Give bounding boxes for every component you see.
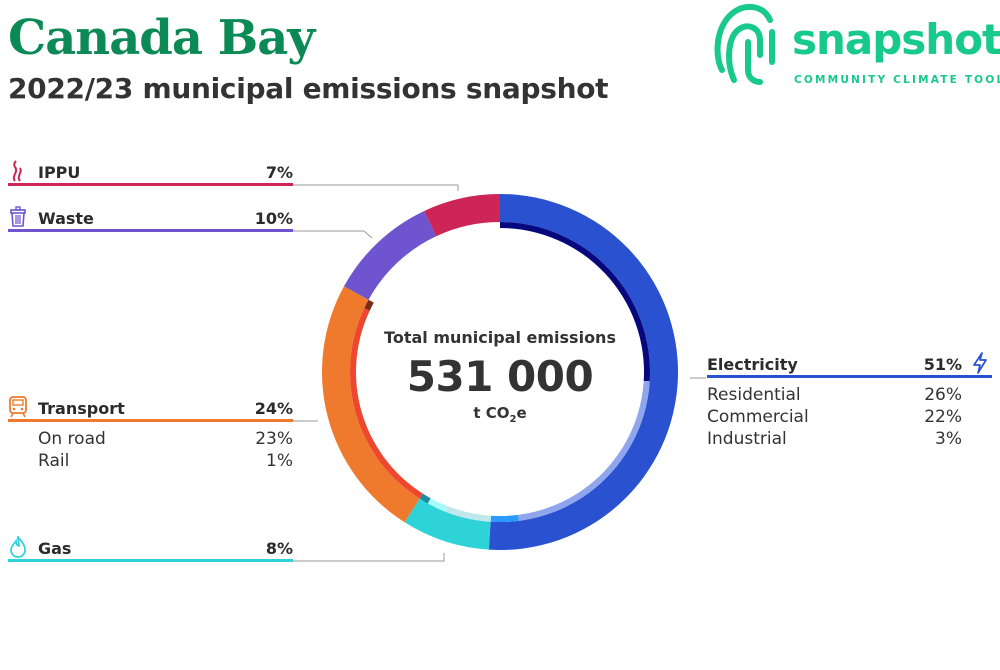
legend-residential-label: Residential	[707, 385, 801, 405]
donut-segments	[322, 194, 679, 550]
page-title: Canada Bay	[8, 10, 315, 66]
legend-electricity: Electricity 51%	[707, 352, 992, 378]
subsegment-gas-commercial	[427, 498, 447, 512]
subsegment-transport-rail	[364, 299, 374, 311]
leader-lines	[293, 184, 706, 562]
segment-waste	[344, 210, 437, 300]
legend-transport-value: 24%	[254, 399, 293, 418]
bin-icon	[10, 206, 26, 227]
legend-electricity-rule	[707, 375, 992, 378]
legend-waste-label: Waste	[38, 209, 94, 228]
legend-residential-value: 26%	[924, 385, 962, 405]
legend-gas-label: Gas	[38, 539, 72, 558]
legend-electricity-commercial: Commercial 22%	[707, 407, 962, 429]
legend-ippu: IPPU 7%	[8, 160, 293, 186]
legend-on-road-label: On road	[38, 429, 106, 449]
legend-ippu-label: IPPU	[38, 163, 81, 182]
legend-waste-rule	[8, 229, 293, 232]
subsegment-electricity-commercial	[518, 381, 650, 521]
legend-electricity-label: Electricity	[707, 355, 798, 374]
legend-commercial-value: 22%	[924, 407, 962, 427]
logo-tagline: COMMUNITY CLIMATE TOOL	[794, 74, 1000, 86]
leader-line-gas	[293, 553, 445, 562]
legend-gas: Gas 8%	[8, 536, 293, 562]
smoke-icon	[12, 160, 22, 182]
unit-prefix: t CO	[473, 404, 510, 422]
legend-transport-label: Transport	[38, 399, 125, 418]
legend-industrial-label: Industrial	[707, 429, 787, 449]
center-total-value: 531 000	[406, 352, 594, 401]
subsegment-electricity-industrial	[490, 514, 519, 522]
legend-waste: Waste 10%	[8, 206, 293, 232]
legend-on-road-value: 23%	[255, 429, 293, 449]
segment-ippu	[424, 194, 500, 237]
segment-electricity	[488, 194, 679, 550]
legend-transport-on-road: On road 23%	[8, 429, 293, 451]
center-unit: t CO2e	[370, 404, 630, 425]
legend-commercial-label: Commercial	[707, 407, 809, 427]
leader-line-ippu	[293, 184, 459, 191]
legend-industrial-value: 3%	[935, 429, 962, 449]
page-subtitle: 2022/23 municipal emissions snapshot	[8, 72, 609, 105]
legend-electricity-value: 51%	[923, 355, 962, 374]
logo-wordmark: snapshot	[792, 15, 1000, 64]
legend-ippu-value: 7%	[265, 163, 293, 182]
leader-line-waste	[293, 230, 373, 239]
unit-subscript: 2	[509, 414, 517, 425]
unit-suffix: e	[516, 404, 527, 422]
center-title: Total municipal emissions	[384, 328, 616, 347]
legend-rail-value: 1%	[266, 451, 293, 471]
legend-waste-value: 10%	[254, 209, 293, 228]
legend-transport: Transport 24%	[8, 396, 293, 422]
flame-icon	[10, 536, 26, 558]
legend-gas-value: 8%	[265, 539, 293, 558]
legend-transport-rule	[8, 419, 293, 422]
legend-ippu-rule	[8, 183, 293, 186]
legend-transport-rail: Rail 1%	[8, 451, 293, 473]
subsegment-gas-industrial	[419, 493, 431, 504]
snapshot-fingerprint-icon	[714, 3, 775, 85]
legend-rail-label: Rail	[38, 451, 70, 471]
subsegment-gas-residential	[444, 505, 491, 522]
subsegment-transport-on-road	[350, 308, 423, 499]
legend-gas-rule	[8, 559, 293, 562]
segment-gas	[404, 498, 491, 550]
lightning-icon	[973, 352, 987, 374]
train-icon	[9, 396, 27, 418]
legend-electricity-residential: Residential 26%	[707, 385, 962, 407]
segment-transport	[322, 286, 420, 523]
snapshot-logo: snapshot COMMUNITY CLIMATE TOOL	[712, 0, 1000, 92]
legend-electricity-industrial: Industrial 3%	[707, 429, 962, 451]
